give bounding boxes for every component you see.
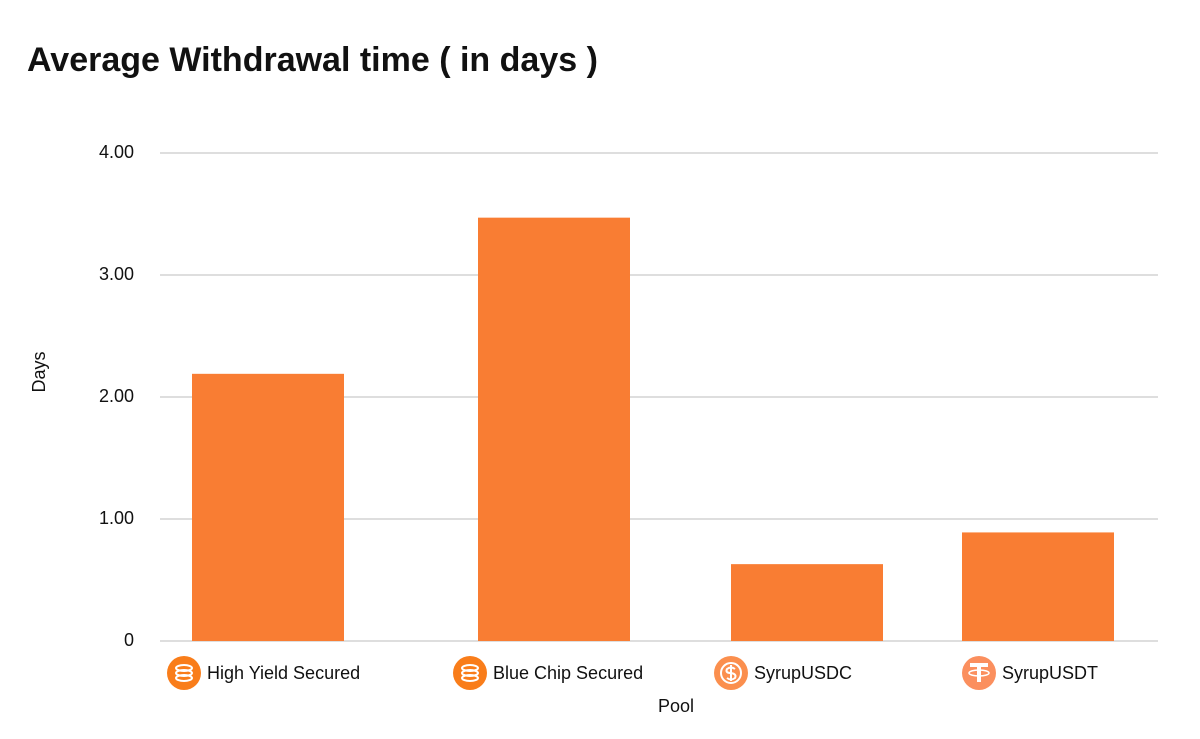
pool-icon-ring [968, 669, 990, 677]
y-tick-label: 2.00 [99, 386, 134, 406]
chart-title: Average Withdrawal time ( in days ) [27, 41, 598, 79]
x-tick-label: Blue Chip Secured [493, 663, 643, 683]
bar [731, 564, 883, 641]
y-tick-label: 1.00 [99, 508, 134, 528]
bar [962, 532, 1114, 641]
pool-icon-dollar [725, 665, 737, 681]
x-axis-label: Pool [658, 696, 694, 716]
pool-icon-coin [175, 674, 193, 682]
pool-icon [453, 656, 487, 690]
pool-icon-ring [720, 662, 742, 684]
pool-icon [167, 656, 201, 690]
x-tick-label: High Yield Secured [207, 663, 360, 683]
x-tick-label: SyrupUSDT [1002, 663, 1098, 683]
pool-icon-coin [461, 674, 479, 682]
x-tick-label: SyrupUSDC [754, 663, 852, 683]
pool-icon-tether [970, 663, 988, 682]
y-tick-label: 3.00 [99, 264, 134, 284]
bar [192, 373, 344, 641]
bar [478, 217, 630, 641]
y-tick-label: 0 [124, 630, 134, 650]
y-tick-label: 4.00 [99, 142, 134, 162]
y-axis-label: Days [29, 351, 49, 392]
